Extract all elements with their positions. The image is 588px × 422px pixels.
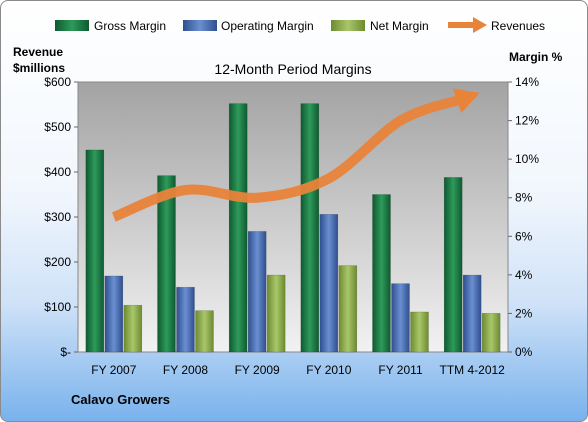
bar-net-margin: [123, 304, 143, 353]
right-tick-label: 4%: [515, 268, 533, 282]
legend-swatch-gross-margin: [55, 20, 89, 31]
bar-gross-margin: [372, 194, 391, 353]
left-axis-title-line-2: $millions: [13, 61, 65, 75]
bar-net-margin: [410, 311, 429, 353]
legend-arrow-revenues: [473, 17, 487, 33]
left-axis-ticks: $- $100 $200 $300 $400 $500 $600: [44, 75, 78, 359]
legend: Gross Margin Operating Margin Net Margin…: [55, 17, 545, 33]
bar-net-margin: [266, 274, 286, 353]
chart-title: 12-Month Period Margins: [214, 61, 371, 77]
company-name: Calavo Growers: [71, 392, 170, 407]
right-tick-label: 2%: [515, 306, 533, 320]
right-tick-label: 6%: [515, 229, 533, 243]
legend-label-gross-margin: Gross Margin: [94, 19, 166, 33]
legend-swatch-net-margin: [331, 20, 365, 31]
right-tick-label: 0%: [515, 345, 533, 359]
category-label: FY 2011: [378, 363, 423, 377]
right-tick-label: 8%: [515, 191, 533, 205]
right-tick-label: 10%: [515, 152, 539, 166]
left-tick-label: $400: [44, 165, 71, 179]
left-axis-title-line-1: Revenue: [13, 45, 63, 59]
bar-gross-margin: [228, 103, 248, 353]
category-label: FY 2008: [163, 363, 208, 377]
bar-gross-margin: [300, 103, 320, 353]
bar-operating-margin: [176, 286, 195, 353]
left-tick-label: $600: [44, 75, 71, 89]
revenues-line-group: [111, 88, 480, 222]
bar-net-margin: [481, 313, 501, 353]
left-tick-label: $200: [44, 255, 71, 269]
right-axis-title: Margin %: [509, 50, 563, 64]
legend-label-revenues: Revenues: [491, 19, 545, 33]
category-label: FY 2007: [91, 363, 136, 377]
left-tick-label: $300: [44, 210, 71, 224]
left-tick-label: $100: [44, 300, 71, 314]
right-axis-ticks: 0% 2% 4% 6% 8% 10% 12% 14%: [508, 75, 539, 359]
category-labels: FY 2007 FY 2008 FY 2009 FY 2010 FY 2011 TTM 4…: [91, 363, 505, 377]
category-label: FY 2009: [235, 363, 280, 377]
bar-operating-margin: [104, 275, 124, 353]
bar-operating-margin: [462, 274, 482, 353]
category-label: FY 2010: [306, 363, 351, 377]
legend-label-net-margin: Net Margin: [370, 19, 429, 33]
bar-operating-margin: [247, 231, 267, 353]
legend-swatch-operating-margin: [183, 20, 217, 31]
bars: [85, 103, 501, 353]
legend-label-operating-margin: Operating Margin: [221, 19, 314, 33]
plot-area: [77, 81, 509, 353]
right-tick-label: 12%: [515, 114, 539, 128]
bar-gross-margin: [157, 175, 176, 353]
bar-net-margin: [195, 310, 214, 353]
revenues-arrowhead: [452, 88, 480, 114]
left-tick-label: $-: [60, 345, 71, 359]
revenues-line: [111, 94, 463, 222]
bar-net-margin: [338, 265, 358, 353]
category-label: TTM 4-2012: [439, 363, 505, 377]
bar-operating-margin: [391, 283, 410, 353]
bar-gross-margin: [85, 149, 105, 353]
right-tick-label: 14%: [515, 75, 539, 89]
left-tick-label: $500: [44, 120, 71, 134]
bar-operating-margin: [319, 214, 339, 353]
bar-gross-margin: [443, 177, 463, 353]
